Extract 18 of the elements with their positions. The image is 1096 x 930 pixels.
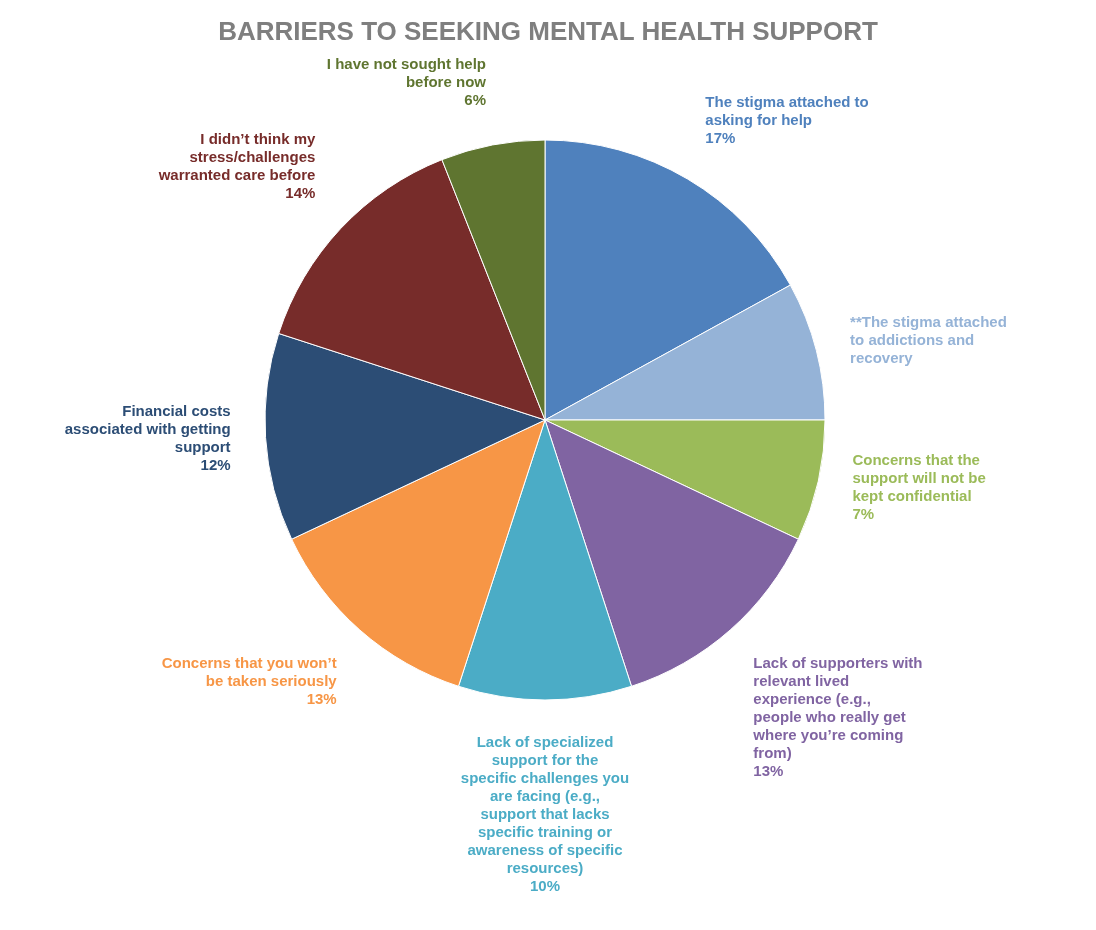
slice-label: I have not sought help before now [326, 54, 487, 90]
slice-label: I didn’t think my stress/challenges warranted care before [157, 130, 317, 184]
data-label: 7% [852, 504, 875, 522]
data-label: 14% [285, 184, 316, 202]
slice-label: Concerns that the support will not be kept confidential [852, 450, 986, 504]
data-label: 13% [306, 690, 337, 708]
data-label: 12% [200, 455, 231, 473]
slice-label: Lack of supporters with relevant lived experience (e.g., people who really get where you’re coming from) [752, 654, 923, 762]
slice-label: The stigma attached to asking for help [705, 92, 869, 128]
chart-title: BARRIERS TO SEEKING MENTAL HEALTH SUPPORT [218, 16, 878, 46]
slice-label: Concerns that you won’t be taken seriously [161, 654, 338, 690]
data-label: 17% [705, 128, 736, 146]
slice-label: Lack of specialized support for the specific challenges you are facing (e.g., support that lacks specific training or awareness of specific resources) [460, 733, 630, 876]
data-label: 13% [753, 762, 784, 780]
data-label: 6% [464, 90, 486, 108]
slice-label: **The stigma attached to addictions and recovery [850, 312, 1007, 366]
slice-label: Financial costs associated with getting support [64, 401, 231, 455]
data-label: 10% [529, 877, 561, 894]
